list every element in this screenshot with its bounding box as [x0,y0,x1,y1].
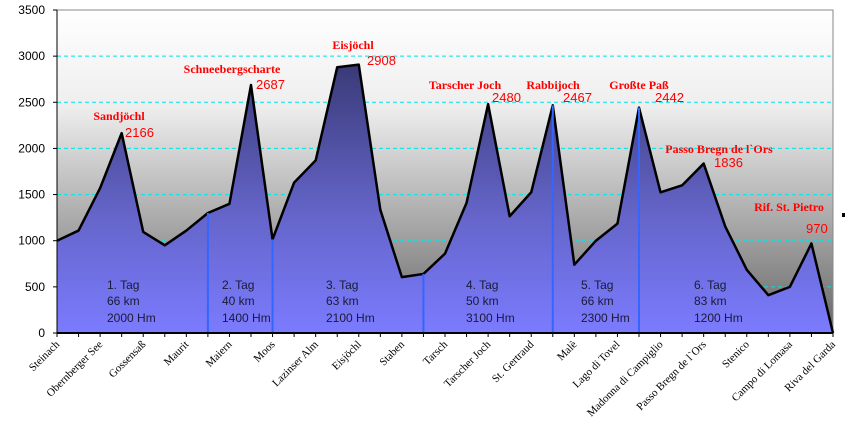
y-tick-label: 3000 [18,49,45,63]
x-tick-label: Madonna di Campiglio [585,338,666,419]
peak-name: Schneebergscharte [184,62,281,76]
day-6-km: 83 km [694,294,727,308]
day-6-hm: 1200 Hm [694,311,743,325]
x-tick-label: Steinach [27,338,63,374]
peak-name: Tarscher Joch [429,78,502,92]
day-1-hm: 2000 Hm [107,311,156,325]
x-tick-label: Tarsch [421,338,450,367]
peak-value: 2442 [655,90,684,105]
peak-value: 2467 [563,90,592,105]
x-tick-label: Lazinser Alm [270,338,321,389]
day-1-km: 66 km [107,294,140,308]
peak-name: Rif. St. Pietro [754,200,824,214]
day-6-title: 6. Tag [694,278,726,292]
y-tick-label: 1000 [18,234,45,248]
x-tick-label: Maurit [162,339,192,369]
day-3-km: 63 km [326,294,359,308]
peak-value: 2480 [492,90,521,105]
x-tick-label: Staben [377,338,407,368]
x-tick-label: Eisjöchl [330,339,364,373]
day-2-km: 40 km [222,294,255,308]
y-tick-label: 2000 [18,141,45,155]
x-tick-label: Gossensaß [107,338,149,380]
peak-value: 970 [806,221,828,236]
peak-name: Passo Bregn de l`Ors [665,142,773,156]
day-2-title: 2. Tag [222,278,254,292]
day-1-title: 1. Tag [107,278,139,292]
peak-name: Eisjöchl [332,38,374,52]
x-tick-label: Maiern [204,338,235,369]
y-tick-label: 500 [25,280,45,294]
x-tick-label: Tarscher Joch [442,338,494,390]
peak-value: 1836 [714,155,743,170]
x-tick-label: Moos [251,339,277,365]
y-tick-label: 2500 [18,95,45,109]
peak-name: Sandjöchl [93,109,145,123]
x-tick-label: Stenico [720,338,752,370]
day-3-title: 3. Tag [326,278,358,292]
day-3-hm: 2100 Hm [326,311,375,325]
elevation-line [56,63,835,334]
x-tick-label: Malè [555,339,580,364]
day-2-hm: 1400 Hm [222,311,271,325]
peak-value: 2687 [256,77,285,92]
day-4-km: 50 km [466,294,499,308]
day-5-km: 66 km [581,294,614,308]
legend-marker [842,213,845,217]
day-5-hm: 2300 Hm [581,311,630,325]
y-tick-label: 3500 [18,3,45,17]
peak-name: Rabbijoch [526,78,580,92]
day-5-title: 5. Tag [581,278,613,292]
day-4-title: 4. Tag [466,278,498,292]
peak-value: 2908 [367,53,396,68]
peak-name: Großte Paß [609,78,669,92]
x-tick-label: St. Gertraud [490,338,537,385]
peak-value: 2166 [125,125,154,140]
y-tick-label: 1500 [18,188,45,202]
day-4-hm: 3100 Hm [466,311,515,325]
y-tick-label: 0 [38,326,45,340]
